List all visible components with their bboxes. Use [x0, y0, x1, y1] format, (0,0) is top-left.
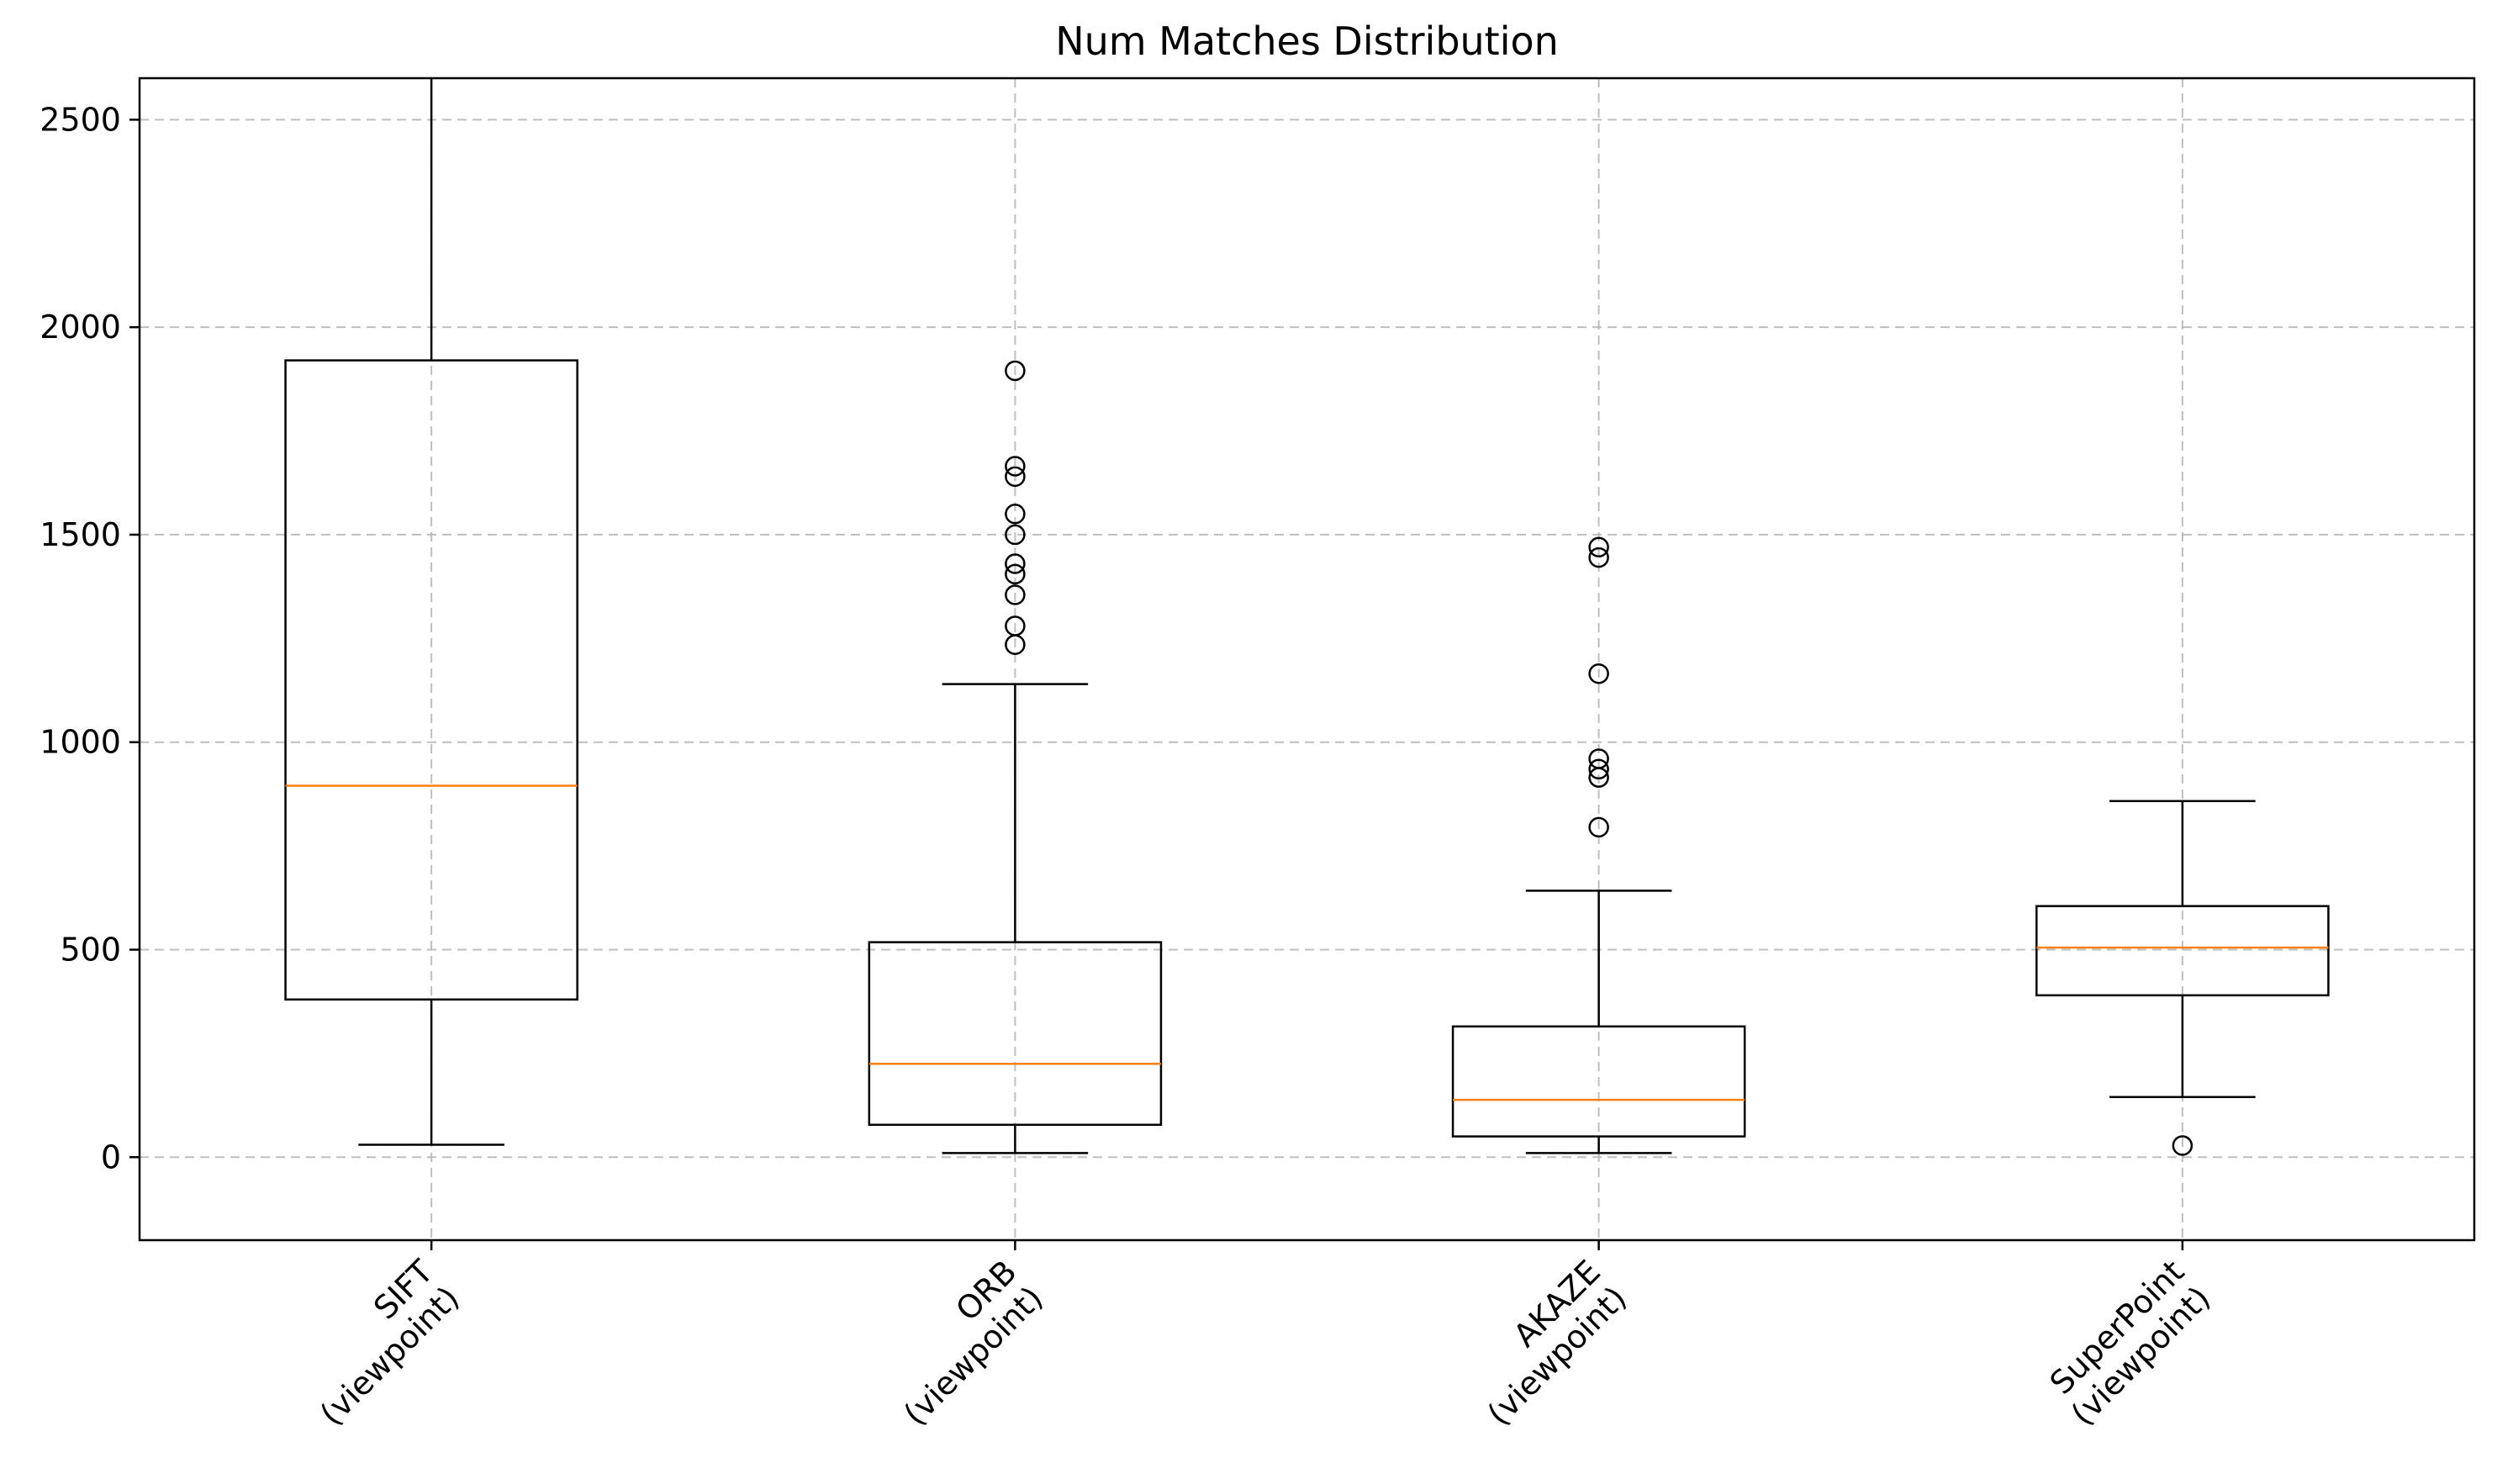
y-tick-label: 0: [101, 1138, 121, 1175]
x-tick-label: AKAZE(viewpoint): [1454, 1253, 1634, 1433]
outlier-point: [1005, 466, 1026, 488]
box-group: [2035, 800, 2330, 1156]
outlier-point: [1005, 504, 1026, 525]
outlier-point: [1588, 536, 1609, 557]
outlier-point: [1005, 360, 1026, 382]
outlier-point: [1005, 553, 1026, 574]
y-tick-label: 1500: [40, 516, 121, 553]
outlier-point: [1005, 563, 1026, 585]
box-layer: [284, 78, 2330, 1156]
box-group: [284, 78, 578, 1146]
outlier-point: [1005, 456, 1026, 477]
outlier-point: [1588, 758, 1609, 780]
x-tick-label: ORB(viewpoint): [870, 1253, 1050, 1433]
outlier-point: [1588, 547, 1609, 568]
outlier-point: [1005, 584, 1026, 605]
y-tick-label: 1000: [40, 724, 121, 761]
grid-layer: [140, 78, 2474, 1240]
outlier-point: [1588, 816, 1609, 838]
iqr-box: [1451, 1025, 1746, 1138]
iqr-box: [868, 941, 1163, 1127]
iqr-box: [2035, 905, 2330, 997]
iqr-box: [284, 359, 578, 1001]
y-tick-label: 500: [60, 932, 121, 969]
x-tick-label: SuperPoint(viewpoint): [2038, 1253, 2218, 1433]
box-group: [1451, 536, 1746, 1154]
box-group: [868, 360, 1163, 1154]
x-tick-label: SIFT(viewpoint): [287, 1253, 467, 1433]
outlier-point: [1005, 524, 1026, 546]
tick-layer: 0 500 1000 1500 2000 2500 SIFT(viewpoint) ORB(v…: [40, 101, 2217, 1432]
plot-frame: [138, 77, 2476, 1242]
outlier-point: [2172, 1135, 2193, 1156]
outlier-point: [1588, 748, 1609, 769]
y-tick-label: 2000: [40, 309, 121, 346]
y-tick-label: 2500: [40, 101, 121, 138]
outlier-point: [1588, 663, 1609, 684]
outlier-point: [1005, 615, 1026, 636]
chart-title: Num Matches Distribution: [1055, 18, 1559, 64]
